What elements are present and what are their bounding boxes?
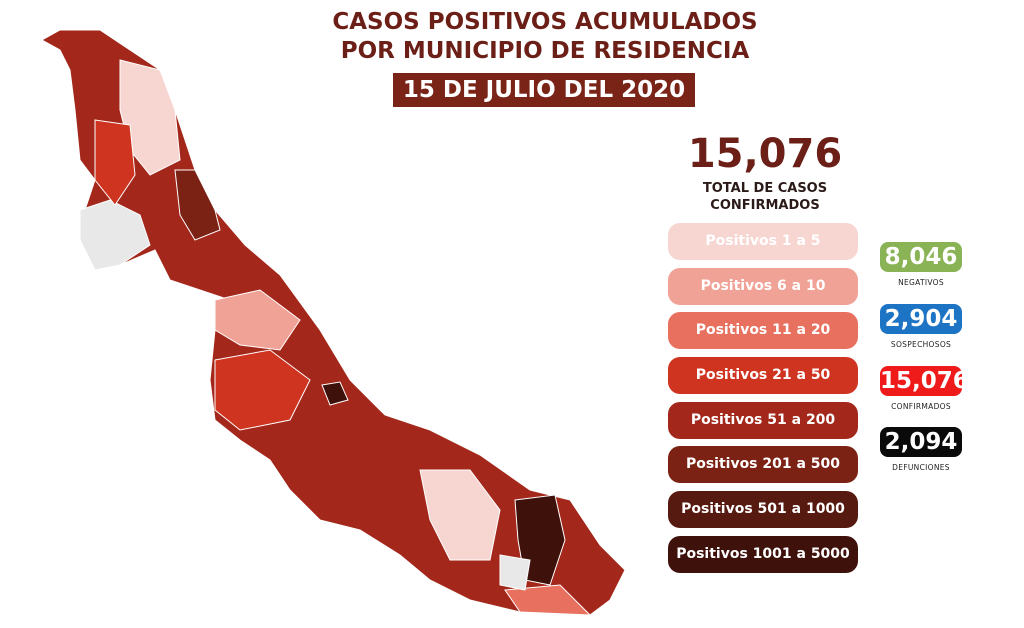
date-banner: 15 DE JULIO DEL 2020 <box>393 73 695 107</box>
stat-defunciones: 2,094 DEFUNCIONES <box>880 427 962 472</box>
stat-value: 15,076 <box>880 366 969 396</box>
stat-label: NEGATIVOS <box>898 278 944 287</box>
stat-label: DEFUNCIONES <box>892 463 950 472</box>
stat-value: 2,904 <box>880 304 962 334</box>
region-mid-red <box>94 119 136 206</box>
map-legend: Positivos 1 a 5 Positivos 6 a 10 Positiv… <box>668 223 858 581</box>
legend-item: Positivos 21 a 50 <box>668 357 858 395</box>
legend-item: Positivos 11 a 20 <box>668 312 858 350</box>
region-nodata-south <box>499 554 531 591</box>
total-cases: 15,076 <box>687 131 843 177</box>
legend-item: Positivos 1 a 5 <box>668 223 858 260</box>
total-label-line-2: CONFIRMADOS <box>710 198 820 213</box>
region-red-center <box>214 349 311 431</box>
legend-item: Positivos 501 a 1000 <box>668 491 858 529</box>
legend-item: Positivos 51 a 200 <box>668 401 858 439</box>
stat-negativos: 8,046 NEGATIVOS <box>880 242 962 287</box>
legend-item: Positivos 201 a 500 <box>668 446 858 484</box>
veracruz-municipality-map <box>40 29 626 616</box>
title-line-1: CASOS POSITIVOS ACUMULADOS <box>332 9 758 35</box>
stat-label: SOSPECHOSOS <box>890 340 952 349</box>
stat-value: 2,094 <box>880 427 962 457</box>
region-light-center <box>214 289 301 351</box>
stat-label: CONFIRMADOS <box>891 402 951 411</box>
region-light-north <box>119 59 181 176</box>
total-label-line-1: TOTAL DE CASOS <box>702 181 828 196</box>
region-dark-coast <box>174 169 221 241</box>
page-title: CASOS POSITIVOS ACUMULADOS POR MUNICIPIO… <box>300 8 790 66</box>
region-light-south <box>419 469 501 561</box>
region-darkest-port <box>321 381 349 406</box>
total-cases-label: TOTAL DE CASOS CONFIRMADOS <box>660 180 870 214</box>
legend-item: Positivos 6 a 10 <box>668 267 858 305</box>
stat-value: 8,046 <box>880 242 962 272</box>
legend-item: Positivos 1001 a 5000 <box>668 535 858 573</box>
region-salmon-south <box>504 584 592 616</box>
title-line-2: POR MUNICIPIO DE RESIDENCIA <box>340 38 750 64</box>
stat-confirmados: 15,076 CONFIRMADOS <box>880 366 969 411</box>
stat-sospechosos: 2,904 SOSPECHOSOS <box>880 304 962 349</box>
